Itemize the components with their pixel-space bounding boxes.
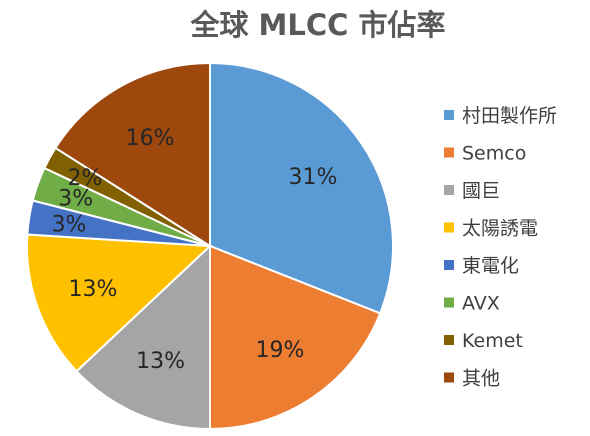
- slice-labels: 31%19%13%13%3%3%2%16%: [52, 126, 338, 374]
- slice-1: [209, 244, 382, 431]
- legend-label-5: AVX: [462, 293, 500, 315]
- legend-swatch-5: [444, 297, 454, 308]
- legend-label-3: 太陽誘電: [462, 218, 538, 240]
- slice-label-4: 3%: [52, 213, 87, 238]
- legend-label-6: Kemet: [462, 330, 523, 352]
- slice-2: [75, 243, 211, 431]
- slice-label-3: 13%: [68, 277, 117, 302]
- legend-swatch-2: [444, 185, 454, 195]
- legend-swatch-1: [444, 147, 454, 158]
- legend-label-0: 村田製作所: [462, 105, 557, 127]
- chart-title: 全球 MLCC 市佔率: [189, 8, 445, 42]
- legend-swatch-7: [444, 372, 454, 383]
- pie-slices: [26, 61, 394, 431]
- slice-label-6: 2%: [67, 166, 102, 191]
- slice-label-5: 3%: [58, 187, 93, 212]
- slice-3: [26, 233, 213, 373]
- slice-label-1: 19%: [255, 338, 304, 363]
- legend-label-7: 其他: [462, 368, 500, 390]
- legend-swatch-4: [444, 260, 454, 270]
- slice-label-7: 16%: [126, 126, 175, 151]
- legend-swatch-0: [444, 110, 454, 120]
- legend-label-2: 國巨: [462, 180, 500, 202]
- slice-0: [209, 61, 394, 315]
- legend-label-4: 東電化: [462, 255, 519, 277]
- slice-label-2: 13%: [136, 349, 185, 374]
- legend-label-1: Semco: [462, 143, 526, 165]
- slice-label-0: 31%: [288, 165, 337, 190]
- legend-swatch-6: [444, 335, 454, 345]
- legend-swatch-3: [444, 222, 454, 233]
- slice-7: [54, 61, 211, 248]
